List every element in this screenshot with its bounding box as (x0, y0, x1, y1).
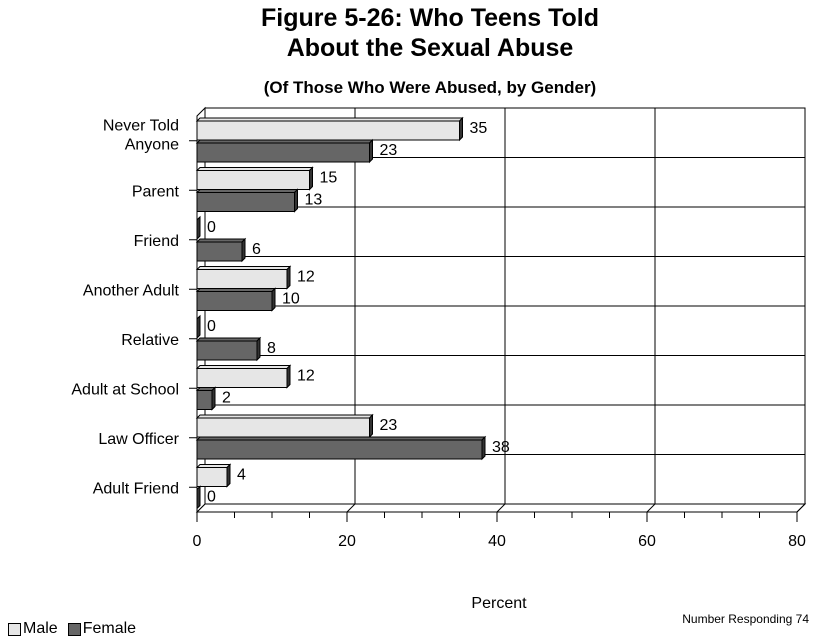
bar-side-male-6 (369, 413, 373, 439)
data-label-male-3: 12 (297, 269, 315, 286)
data-label-female-2: 6 (252, 241, 261, 258)
bar-side-male-0 (459, 116, 463, 142)
gridline-floor-4 (796, 503, 806, 513)
bar-female-3 (196, 291, 273, 311)
bar-male-1 (196, 170, 310, 190)
data-label-female-4: 8 (267, 340, 276, 357)
bar-female-0 (196, 142, 370, 163)
gridline-floor-3 (646, 503, 656, 513)
bar-side-male-7 (226, 463, 231, 488)
bar-male-6 (196, 417, 370, 438)
data-label-male-1: 15 (320, 170, 338, 187)
category-label-6-0: Law Officer (98, 431, 179, 448)
data-label-male-7: 4 (237, 467, 246, 484)
bar-female-5 (196, 390, 213, 410)
chart-subtitle: (Of Those Who Were Abused, by Gender) (263, 78, 597, 97)
bar-side-female-3 (271, 287, 276, 312)
data-label-female-5: 2 (222, 390, 231, 407)
bar-side-male-3 (286, 265, 291, 290)
category-label-1-0: Parent (132, 183, 180, 200)
data-label-female-0: 23 (380, 142, 398, 159)
bar-side-male-4 (196, 314, 201, 340)
legend-item-male: Male (8, 620, 58, 638)
x-tick-label-0: 0 (193, 533, 202, 550)
bar-side-female-0 (369, 138, 373, 164)
bar-female-2 (196, 241, 243, 262)
legend-swatch-female (67, 622, 81, 636)
bar-side-female-2 (241, 237, 246, 263)
bar-male-5 (196, 368, 288, 388)
category-label-2-0: Friend (134, 233, 179, 250)
chart-title-line-1: Figure 5-26: Who Teens Told (261, 4, 599, 32)
category-label-0-1: Anyone (125, 136, 179, 153)
bar-side-female-1 (294, 188, 298, 213)
data-label-female-1: 13 (305, 192, 323, 209)
bar-side-female-7 (196, 485, 201, 510)
bar-side-male-5 (286, 364, 291, 389)
bar-side-female-5 (211, 386, 216, 411)
data-label-female-7: 0 (207, 489, 216, 506)
data-label-male-0: 35 (470, 120, 488, 137)
category-label-3-0: Another Adult (83, 282, 180, 299)
data-label-male-6: 23 (380, 417, 398, 434)
data-label-male-2: 0 (207, 219, 216, 236)
bar-male-7 (196, 467, 228, 487)
x-tick-label-1: 20 (338, 533, 356, 550)
chart-title-line-2: About the Sexual Abuse (286, 34, 574, 62)
bar-side-female-4 (256, 336, 261, 362)
legend-item-female: Female (67, 620, 137, 638)
bar-side-male-2 (196, 215, 201, 241)
gridline-floor-1 (346, 503, 356, 513)
data-label-male-4: 0 (207, 318, 216, 335)
category-label-0-0: Never Told (103, 117, 179, 134)
category-label-5-0: Adult at School (71, 381, 179, 398)
bar-male-0 (196, 120, 460, 141)
category-label-4-0: Relative (121, 332, 179, 349)
x-axis-label: Percent (471, 595, 527, 612)
x-tick-label-3: 60 (638, 533, 656, 550)
legend-swatch-male (8, 622, 21, 636)
x-tick-label-4: 80 (788, 533, 806, 550)
bar-side-female-6 (481, 435, 486, 461)
legend: Male Female (8, 620, 142, 638)
bar-side-male-1 (309, 166, 313, 191)
bar-female-4 (196, 340, 258, 361)
category-label-7-0: Adult Friend (93, 480, 179, 497)
sample-size-note: Number Responding 74 (682, 612, 809, 626)
data-label-female-3: 10 (282, 291, 300, 308)
x-tick-label-2: 40 (488, 533, 506, 550)
gridline-floor-2 (496, 503, 506, 513)
bar-male-3 (196, 269, 288, 289)
data-label-male-5: 12 (297, 368, 315, 385)
legend-label-male: Male (23, 620, 58, 637)
bar-female-6 (196, 439, 483, 460)
legend-label-female: Female (82, 620, 137, 637)
bar-female-1 (196, 192, 295, 212)
data-label-female-6: 38 (492, 439, 510, 456)
